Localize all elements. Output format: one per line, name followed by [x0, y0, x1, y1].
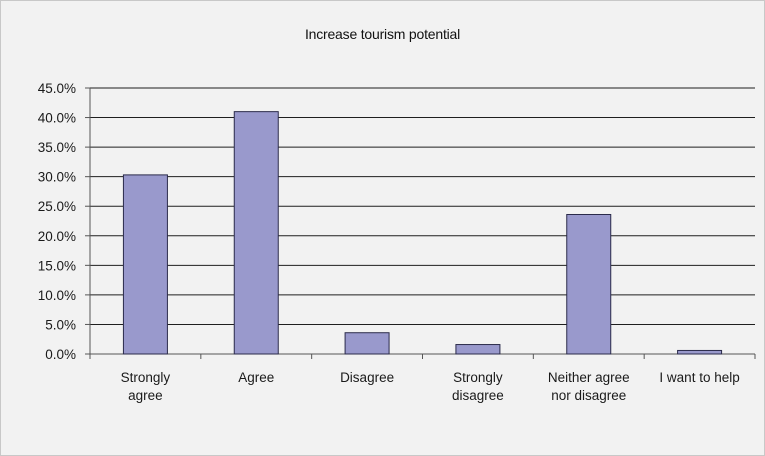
y-tick-label: 10.0%	[38, 288, 76, 303]
bar	[677, 349, 723, 355]
y-tick-label: 30.0%	[38, 170, 76, 185]
chart-title: Increase tourism potential	[304, 26, 461, 42]
y-tick-label: 20.0%	[38, 229, 76, 244]
x-tick-label: Strongly disagree	[452, 370, 504, 403]
y-tick-label: 25.0%	[38, 199, 76, 214]
y-tick-label: 40.0%	[38, 111, 76, 126]
y-tick-label: 5.0%	[45, 317, 76, 332]
x-tick-label: Strongly agree	[121, 370, 171, 403]
x-tick-label: Neither agree nor disagree	[548, 370, 630, 403]
x-tick-label: Disagree	[340, 370, 394, 385]
y-tick-label: 45.0%	[38, 81, 76, 96]
bar	[344, 332, 390, 355]
bar	[122, 174, 168, 355]
x-tick-label: Agree	[238, 370, 274, 385]
y-tick-label: 35.0%	[38, 140, 76, 155]
y-tick-label: 15.0%	[38, 258, 76, 273]
x-tick-label: I want to help	[659, 370, 739, 385]
bar	[233, 111, 279, 355]
bar	[566, 213, 612, 355]
bar	[455, 344, 501, 355]
y-tick-label: 0.0%	[45, 347, 76, 362]
